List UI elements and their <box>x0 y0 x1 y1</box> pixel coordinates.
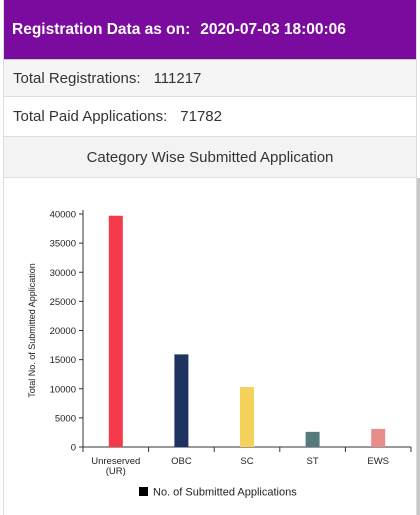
total-registrations-row: Total Registrations: 111217 <box>4 60 416 97</box>
category-bar-chart: 0 5000 10000 15000 20000 25000 30000 35000 40000… <box>27 210 412 499</box>
page-scrollbar[interactable] <box>417 178 420 515</box>
total-paid-row: Total Paid Applications: 71782 <box>4 97 416 137</box>
header-date: 2020-07-03 18:00:06 <box>200 20 346 38</box>
x-tick-label: (UR) <box>106 466 126 477</box>
bar-obc <box>174 354 189 447</box>
bar-st <box>305 431 320 447</box>
x-tick-label: ST <box>307 456 319 467</box>
chart-panel-title: Category Wise Submitted Application <box>86 148 334 166</box>
registration-header: Registration Data as on: 2020-07-03 18:0… <box>4 0 416 60</box>
y-tick-label: 30000 <box>50 268 76 279</box>
total-paid-value: 71782 <box>180 108 222 125</box>
x-tick-label: OBC <box>171 456 192 467</box>
y-tick-label: 10000 <box>50 384 76 395</box>
y-axis-title: Total No. of Submitted Application <box>27 263 37 398</box>
chart-container: 0 5000 10000 15000 20000 25000 30000 35000 40000… <box>4 178 416 515</box>
legend-label: No. of Submitted Applications <box>153 487 297 499</box>
bar-ews <box>371 428 386 447</box>
header-title: Registration Data as on: <box>12 20 191 38</box>
y-tick-label: 15000 <box>50 355 76 366</box>
y-tick-label: 5000 <box>55 413 76 424</box>
total-registrations-value: 111217 <box>153 69 202 87</box>
x-tick-label: EWS <box>367 456 389 467</box>
report-panel: Registration Data as on: 2020-07-03 18:0… <box>3 0 417 515</box>
total-paid-label: Total Paid Applications: <box>13 108 168 125</box>
chart-panel-heading: Category Wise Submitted Application <box>4 137 416 178</box>
bar-unreserved-ur <box>108 215 123 447</box>
bar-sc <box>240 387 254 447</box>
legend-swatch <box>139 487 148 496</box>
x-tick-label: Unreserved <box>91 456 140 467</box>
total-registrations-label: Total Registrations: <box>13 69 141 87</box>
y-tick-label: 40000 <box>50 210 76 221</box>
y-tick-label: 20000 <box>50 326 76 337</box>
y-tick-label: 35000 <box>50 239 76 250</box>
y-tick-label: 25000 <box>50 297 76 308</box>
x-tick-label: SC <box>240 456 253 467</box>
y-tick-label: 0 <box>71 443 76 454</box>
